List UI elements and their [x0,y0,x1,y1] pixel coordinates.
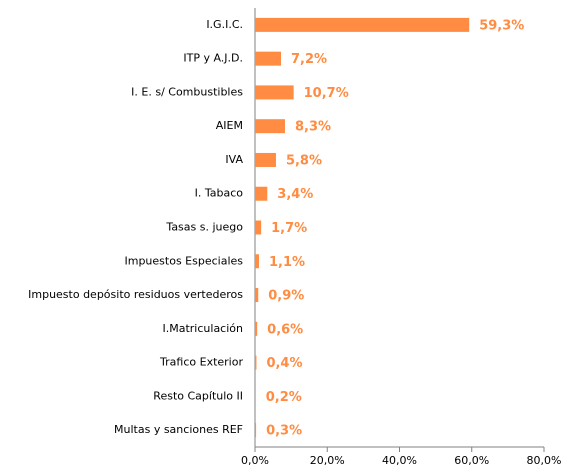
value-label: 5,8% [286,153,322,168]
y-tick-label: ITP y A.J.D. [183,52,243,65]
bar [255,51,282,66]
bar [255,85,294,100]
bar [255,220,262,235]
value-label: 8,3% [295,120,331,135]
value-label: 3,4% [277,187,313,202]
value-label: 0,2% [266,390,302,405]
y-tick-label: Tasas s. juego [165,221,243,234]
value-label: 7,2% [291,52,327,67]
bar [255,355,257,370]
y-tick-label: IVA [225,153,243,166]
bar [255,17,470,32]
y-tick-label: Impuesto depósito residuos vertederos [28,288,243,301]
bar [255,321,258,336]
y-tick-label: I.G.I.C. [206,18,243,31]
value-label: 1,1% [269,255,305,270]
bar [255,423,257,438]
y-tick-label: Resto Capítulo II [153,389,243,402]
x-tick-label: 60,0% [454,454,489,467]
bar [255,186,268,201]
value-label: 10,7% [304,86,349,101]
bar [255,152,276,167]
value-label: 0,4% [266,356,302,371]
y-tick-label: I.Matriculación [163,322,244,335]
x-tick-label: 80,0% [527,454,561,467]
value-label: 0,6% [267,322,303,337]
y-tick-label: I. Tabaco [195,187,244,200]
y-tick-label: Trafico Exterior [159,356,243,369]
y-tick-label: AIEM [216,119,243,132]
y-tick-label: Multas y sanciones REF [114,423,243,436]
bar [255,119,285,134]
x-tick-label: 40,0% [382,454,417,467]
bar [255,288,259,303]
y-tick-label: Impuestos Especiales [124,254,243,267]
value-label: 59,3% [479,18,524,33]
x-tick-label: 0,0% [241,454,269,467]
value-label: 0,3% [266,424,302,439]
bar [255,389,256,404]
value-label: 0,9% [268,289,304,304]
x-tick-label: 20,0% [310,454,345,467]
y-tick-label: I. E. s/ Combustibles [131,85,243,98]
value-label: 1,7% [271,221,307,236]
bar [255,254,259,269]
